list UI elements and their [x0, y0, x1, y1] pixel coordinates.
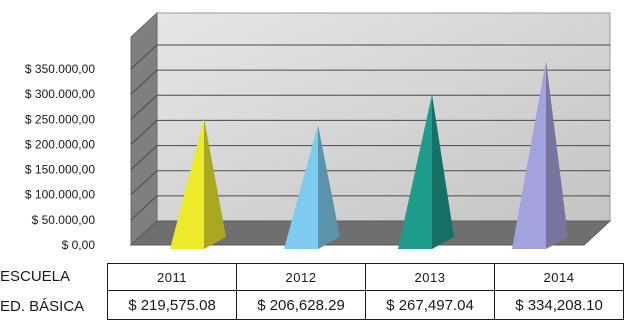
value-2012-cell: $ 206,628.29 — [236, 290, 366, 320]
y-tick-label: $ 150.000,00 — [25, 163, 95, 177]
pyramid-chart: $ 0,00 $ 50.000,00 $ 100.000,00 $ 150.000,0… — [25, 11, 612, 252]
table-row-label-escuela: ESCUELA — [0, 268, 71, 285]
pyramid-face-front — [284, 125, 318, 249]
pyramid-face-side — [546, 60, 568, 249]
y-tick-label: $ 0,00 — [62, 238, 96, 252]
y-tick-label: $ 350.000,00 — [25, 62, 95, 76]
table-row-label-series: ED. BÁSICA — [0, 298, 85, 315]
year-2014-cell: 2014 — [494, 263, 624, 291]
value-2011-cell: $ 219,575.08 — [107, 290, 237, 320]
pyramid-face-front — [512, 60, 546, 249]
year-2011-cell: 2011 — [107, 263, 237, 291]
table-value-row: $ 219,575.08 $ 206,628.29 $ 267,497.04 $… — [107, 290, 624, 320]
gridline-side — [130, 195, 158, 221]
pyramid-face-side — [204, 118, 226, 249]
value-2013-cell: $ 267,497.04 — [365, 290, 495, 320]
gridline-side — [130, 44, 158, 70]
pyramid-face-front — [170, 118, 204, 249]
year-2012-cell: 2012 — [236, 263, 366, 291]
pyramid-bars — [170, 60, 568, 249]
pyramid-face-front — [398, 94, 432, 249]
pyramid-bar-2014 — [512, 60, 568, 249]
pyramid-bar-2011 — [170, 118, 226, 249]
pyramid-bar-2012 — [284, 125, 340, 249]
gridline-side — [130, 120, 158, 145]
table-header-row: 2011 2012 2013 2014 — [107, 263, 624, 291]
y-tick-label: $ 100.000,00 — [25, 188, 95, 202]
pyramid-face-side — [318, 125, 340, 249]
gridline-side — [130, 94, 158, 120]
y-axis-ticks: $ 0,00 $ 50.000,00 $ 100.000,00 $ 150.000,0… — [25, 62, 95, 252]
y-tick-label: $ 200.000,00 — [25, 137, 95, 151]
gridline-side — [130, 145, 158, 170]
value-2014-cell: $ 334,208.10 — [494, 290, 624, 320]
side-wall — [130, 11, 158, 247]
gridline-side — [130, 170, 158, 196]
data-table: 2011 2012 2013 2014 $ 219,575.08 $ 206,6… — [107, 263, 624, 320]
y-tick-label: $ 300.000,00 — [25, 87, 95, 101]
year-2013-cell: 2013 — [365, 263, 495, 291]
gridline-side — [130, 69, 158, 95]
y-tick-label: $ 250.000,00 — [25, 112, 95, 126]
y-tick-label: $ 50.000,00 — [32, 213, 96, 227]
pyramid-bar-2013 — [398, 94, 454, 249]
pyramid-face-side — [432, 94, 454, 249]
